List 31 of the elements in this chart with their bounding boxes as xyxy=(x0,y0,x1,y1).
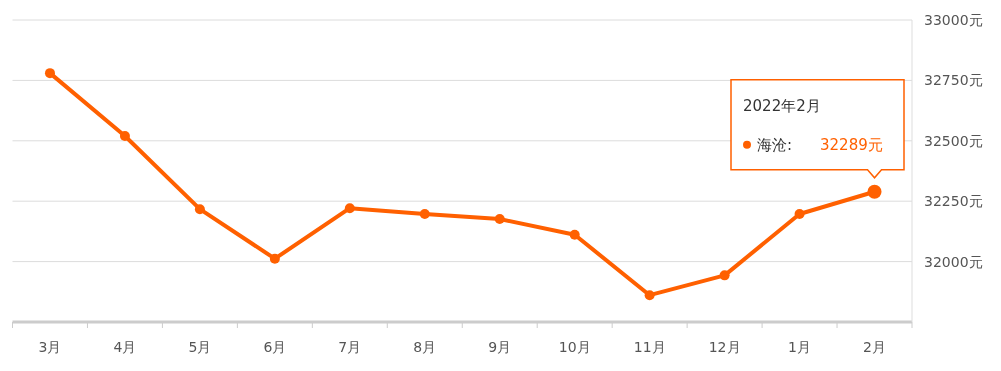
y-tick-label: 32000元 xyxy=(924,253,983,270)
x-tick-label: 7月 xyxy=(338,339,362,355)
x-tick-label: 5月 xyxy=(188,339,212,355)
y-tick-label: 32500元 xyxy=(924,132,983,149)
x-tick-label: 2月 xyxy=(863,339,886,355)
point xyxy=(794,209,805,220)
x-tick-label: 9月 xyxy=(488,339,512,355)
x-tick-label: 11月 xyxy=(633,339,666,355)
point xyxy=(44,68,55,79)
point xyxy=(344,203,355,214)
point xyxy=(719,270,730,281)
point xyxy=(644,290,655,301)
x-tick-label: 4月 xyxy=(113,339,137,355)
y-tick-label: 32250元 xyxy=(924,193,983,210)
x-tick-label: 12月 xyxy=(708,339,741,355)
point xyxy=(194,204,205,215)
x-tick-label: 10月 xyxy=(558,339,591,355)
point xyxy=(119,130,130,141)
x-tick-label: 6月 xyxy=(263,339,287,355)
y-tick-label: 32750元 xyxy=(924,72,983,89)
point xyxy=(569,229,580,240)
x-tick-label: 3月 xyxy=(38,339,62,355)
annotation: 2022年2月 xyxy=(743,96,821,115)
data-label: 32289元 xyxy=(820,135,883,154)
point xyxy=(269,253,280,264)
point xyxy=(494,214,505,225)
point xyxy=(419,209,430,220)
x-tick-label: 1月 xyxy=(788,339,812,355)
x-tick-label: 8月 xyxy=(413,339,437,355)
legend-label: 海沧: xyxy=(757,135,793,154)
y-tick-label: 33000元 xyxy=(924,12,983,28)
